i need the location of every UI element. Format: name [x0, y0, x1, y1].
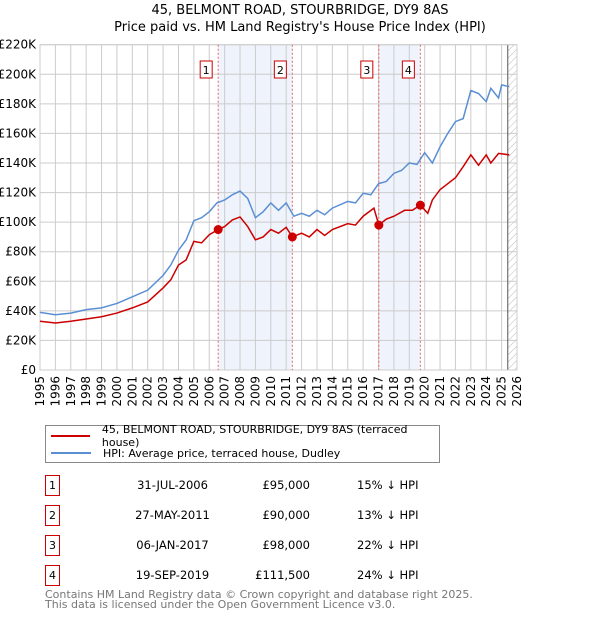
y-tick-label: £140K: [0, 156, 37, 170]
forecast-hatch: [507, 44, 517, 370]
sale-label-box: [360, 60, 374, 79]
sale-label: 1: [203, 64, 210, 77]
x-tick-label: 2013: [310, 376, 324, 407]
sale-date: 31-JUL-2006: [137, 478, 208, 492]
x-tick-label: 2021: [433, 376, 447, 407]
sale-label-box: [401, 60, 415, 79]
chart-title: 45, BELMONT ROAD, STOURBRIDGE, DY9 8AS: [151, 3, 449, 18]
x-tick-label: 2000: [110, 376, 124, 407]
y-tick-label: £0: [21, 363, 36, 377]
sale-label: 2: [277, 64, 284, 77]
y-tick-label: £200K: [0, 67, 37, 81]
y-tick-label: £180K: [0, 97, 37, 111]
sale-date: 27-MAY-2011: [135, 508, 210, 522]
x-tick-label: 2020: [418, 376, 432, 407]
legend-label: HPI: Average price, terraced house, Dudl…: [103, 446, 341, 460]
y-tick-label: £120K: [0, 186, 37, 200]
legend-label: 45, BELMONT ROAD, STOURBRIDGE, DY9 8AS (…: [101, 423, 408, 449]
x-tick-label: 2007: [218, 376, 232, 407]
x-tick-label: 2022: [448, 376, 462, 407]
y-tick-label: £60K: [5, 274, 37, 288]
sale-number: 2: [45, 505, 60, 526]
x-tick-label: 2019: [402, 376, 416, 407]
x-tick-label: 1996: [48, 376, 62, 407]
sale-label-box: [273, 60, 287, 79]
x-tick-label: 2004: [171, 376, 185, 407]
sale-number: 4: [45, 565, 60, 586]
sale-hpi-diff: 24% ↓ HPI: [357, 568, 419, 582]
sale-label-box: [199, 60, 213, 79]
sale-row: 3 06-JAN-2017 £98,000 22% ↓ HPI: [45, 535, 465, 557]
x-tick-label: 2023: [464, 376, 478, 407]
sale-label: 3: [363, 64, 370, 77]
x-tick-label: 2001: [125, 376, 139, 407]
sale-hpi-diff: 22% ↓ HPI: [357, 538, 419, 552]
x-tick-label: 2018: [387, 376, 401, 407]
sale-row: 4 19-SEP-2019 £111,500 24% ↓ HPI: [45, 565, 465, 587]
x-tick-label: 2015: [341, 376, 355, 407]
x-tick-label: 2006: [202, 376, 216, 407]
y-tick-label: £160K: [0, 126, 37, 140]
x-tick-label: 2002: [141, 376, 155, 407]
shaded-period: [378, 44, 421, 370]
sale-point: [415, 200, 425, 210]
series-line: [39, 84, 510, 316]
legend-swatch-red: [51, 435, 90, 437]
sale-price: £90,000: [262, 508, 310, 522]
plot-area: £0 £20K £40K £60K £80K £100K £120K £140K £160K £1…: [0, 38, 524, 407]
x-tick-label: 2005: [187, 376, 201, 407]
sale-hpi-diff: 13% ↓ HPI: [357, 508, 419, 522]
sale-number: 1: [45, 475, 60, 496]
sale-point: [374, 220, 384, 230]
sale-price: £98,000: [262, 538, 310, 552]
legend-item-property: 45, BELMONT ROAD, STOURBRIDGE, DY9 8AS (…: [46, 423, 439, 449]
sale-point: [287, 232, 297, 242]
sale-label: 4: [405, 64, 412, 77]
x-tick-label: 2010: [264, 376, 278, 407]
sale-hpi-diff: 15% ↓ HPI: [357, 478, 419, 492]
x-tick-label: 2008: [233, 376, 247, 407]
sale-row: 2 27-MAY-2011 £90,000 13% ↓ HPI: [45, 505, 465, 527]
sale-point: [213, 225, 223, 235]
sale-number: 3: [45, 535, 60, 556]
y-tick-label: £80K: [5, 245, 37, 259]
footer-line-1: Contains HM Land Registry data © Crown c…: [45, 588, 473, 601]
sale-price: £111,500: [255, 568, 310, 582]
x-tick-label: 2012: [295, 376, 309, 407]
y-tick-label: £100K: [0, 215, 37, 229]
x-tick-label: 1999: [95, 376, 109, 407]
x-tick-label: 2003: [156, 376, 170, 407]
x-tick-label: 1995: [33, 376, 47, 407]
y-tick-label: £20K: [5, 333, 37, 347]
legend-item-hpi: HPI: Average price, terraced house, Dudl…: [46, 445, 340, 461]
x-tick-label: 1997: [64, 376, 78, 407]
legend: 45, BELMONT ROAD, STOURBRIDGE, DY9 8AS (…: [45, 423, 440, 463]
y-tick-label: £40K: [5, 304, 37, 318]
series-line: [39, 152, 510, 324]
x-tick-label: 2016: [356, 376, 370, 407]
footer-line-2: This data is licensed under the Open Gov…: [45, 598, 396, 611]
sale-price: £95,000: [262, 478, 310, 492]
x-tick-label: 2009: [248, 376, 262, 407]
y-tick-label: £220K: [0, 38, 37, 52]
x-tick-label: 2025: [495, 376, 509, 407]
x-tick-label: 2014: [325, 376, 339, 407]
chart-subtitle: Price paid vs. HM Land Registry's House …: [114, 20, 486, 35]
sale-date: 19-SEP-2019: [135, 568, 210, 582]
x-tick-label: 2026: [510, 376, 524, 407]
sale-date: 06-JAN-2017: [136, 538, 209, 552]
x-tick-label: 2024: [479, 376, 493, 407]
sale-row: 1 31-JUL-2006 £95,000 15% ↓ HPI: [45, 475, 465, 497]
x-tick-label: 2017: [372, 376, 386, 407]
legend-swatch-blue: [51, 452, 91, 454]
footer: Contains HM Land Registry data © Crown c…: [45, 588, 473, 611]
plot-border: [39, 44, 518, 371]
x-tick-label: 1998: [79, 376, 93, 407]
x-tick-label: 2011: [279, 376, 293, 407]
